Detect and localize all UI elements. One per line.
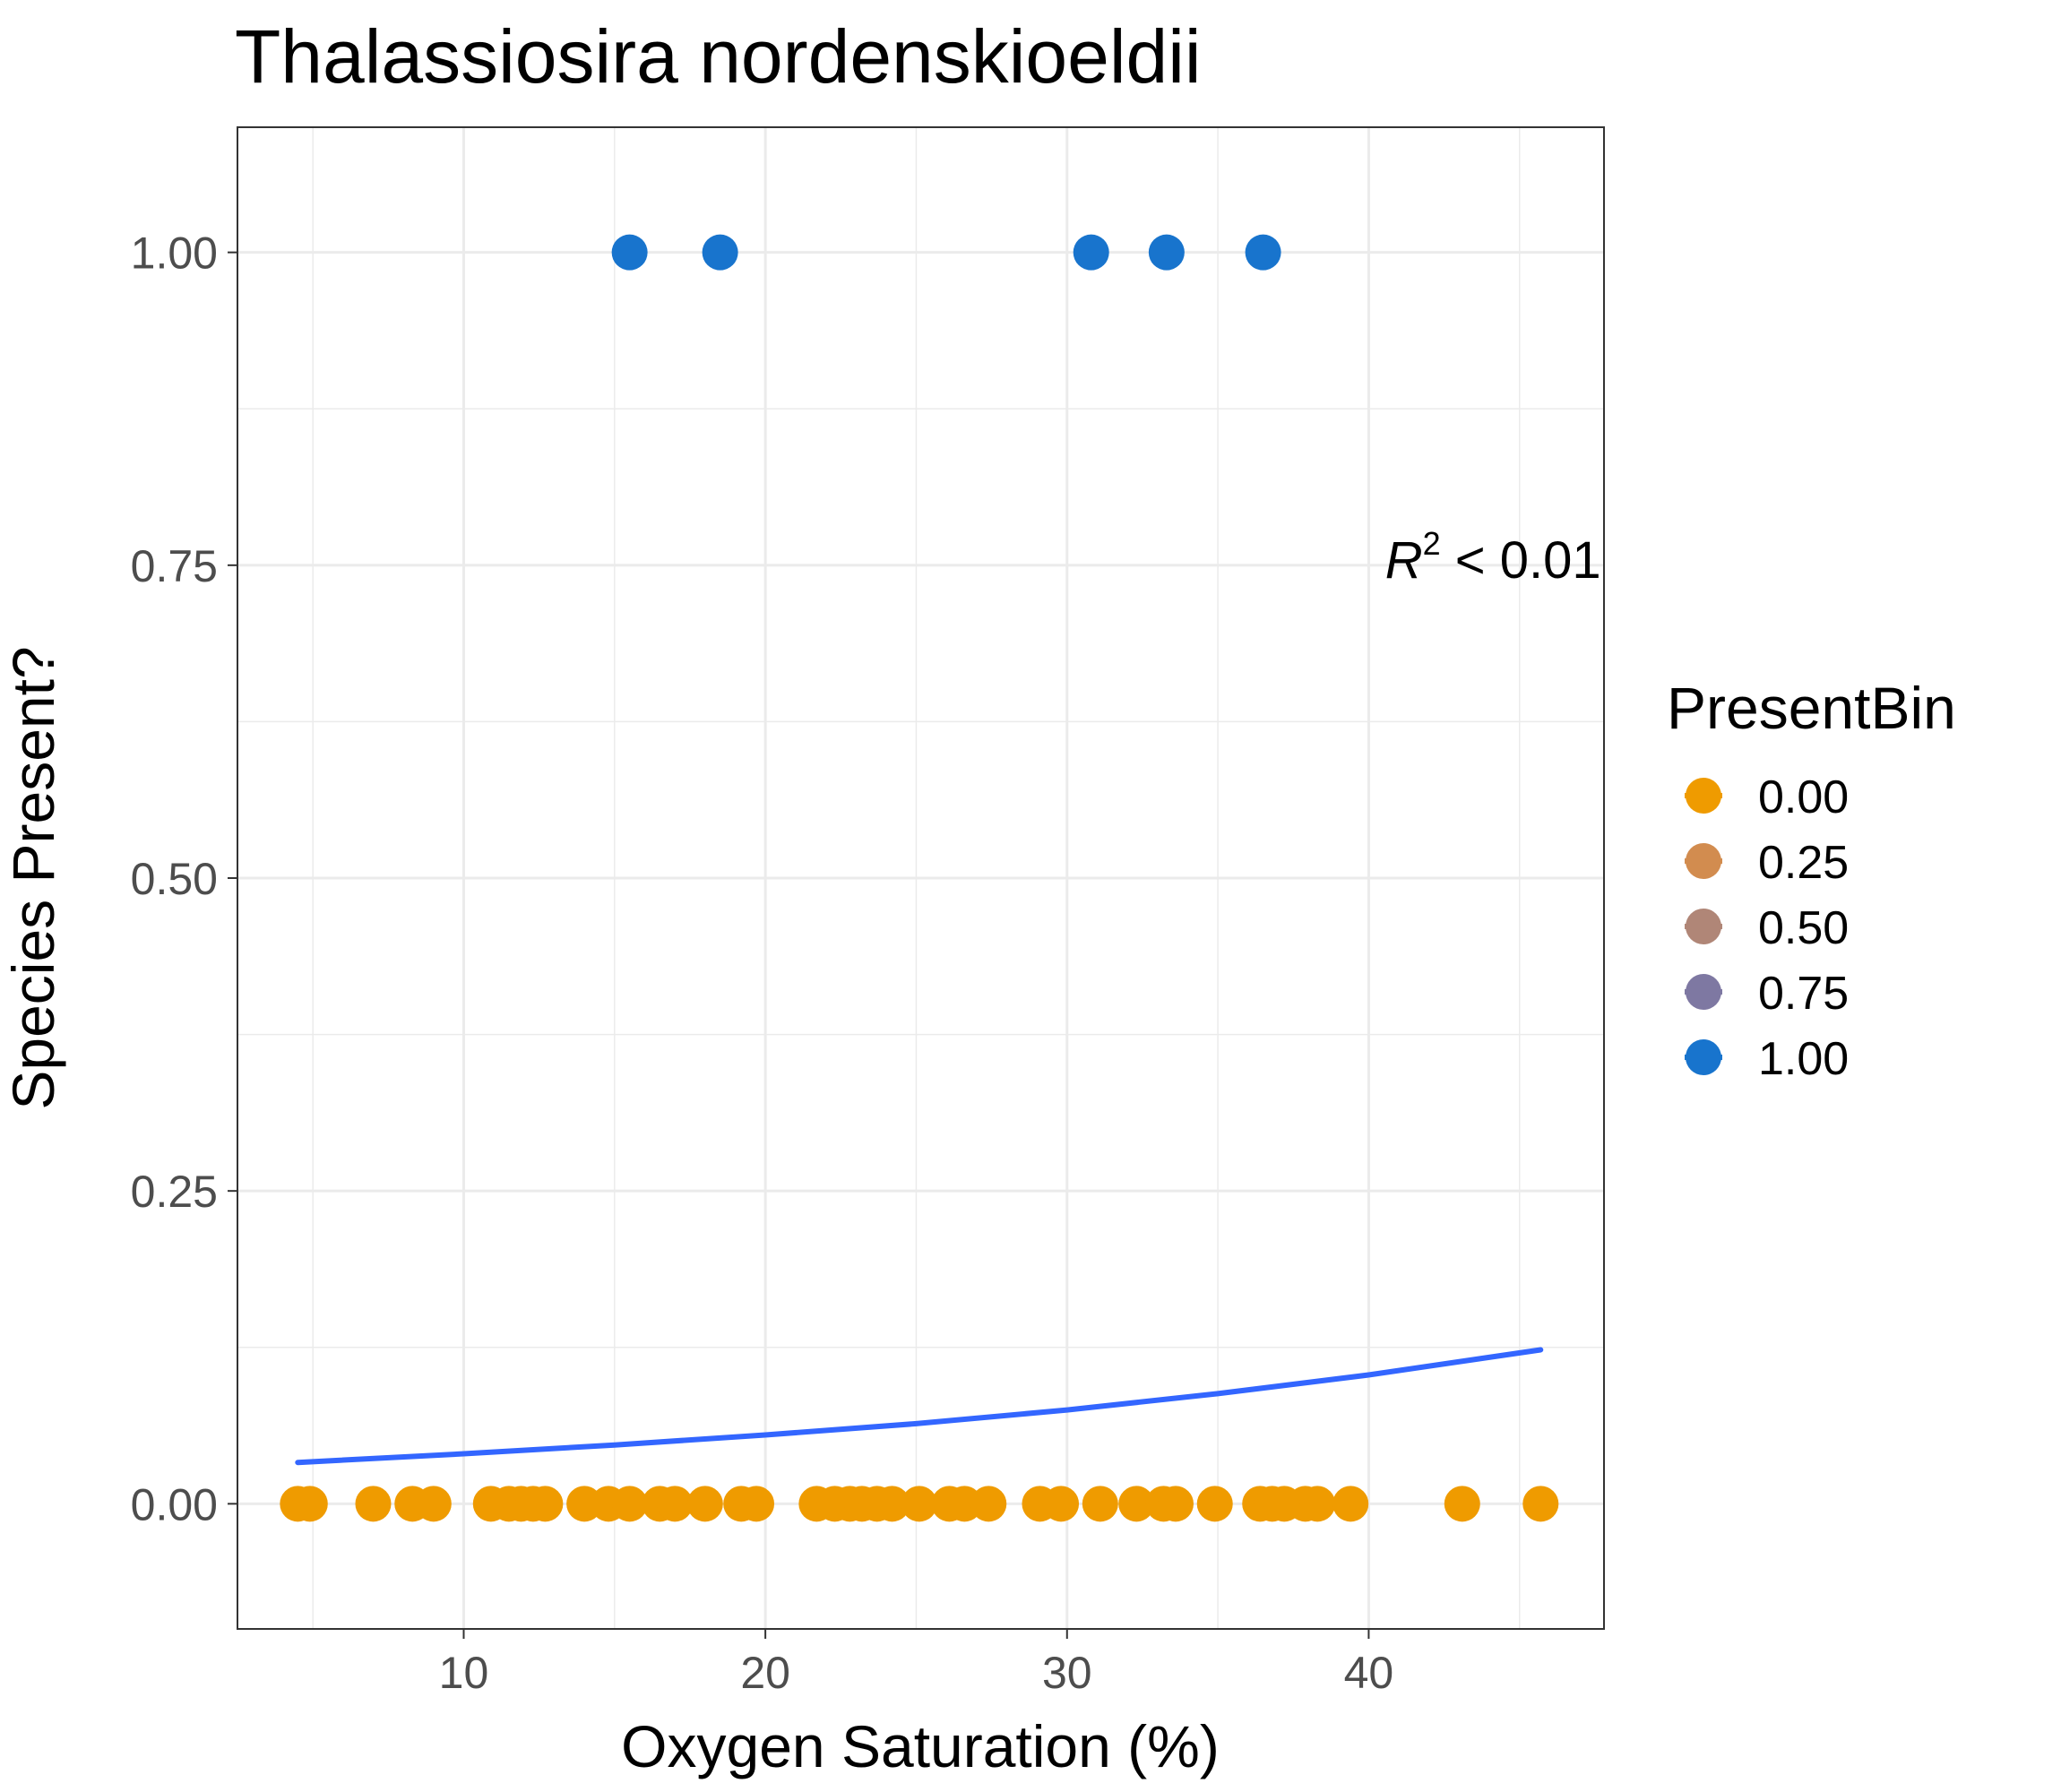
legend: PresentBin 0.00 0.25 0.50 0.75 1.00 bbox=[1667, 675, 1956, 1085]
x-tick-label: 40 bbox=[1344, 1648, 1394, 1698]
data-point-1.00 bbox=[1245, 234, 1281, 271]
x-tick-label: 10 bbox=[439, 1648, 489, 1698]
legend-label: 0.25 bbox=[1758, 837, 1849, 889]
legend-key-dot bbox=[1686, 909, 1721, 944]
fit-layer bbox=[295, 1347, 1544, 1466]
legend-label: 0.00 bbox=[1758, 771, 1849, 823]
data-point-0.00 bbox=[901, 1486, 937, 1522]
logistic-fit-line bbox=[295, 1347, 1544, 1466]
data-point-0.00 bbox=[874, 1486, 910, 1522]
y-tick-label: 0.75 bbox=[131, 541, 218, 591]
y-tick-label: 1.00 bbox=[131, 228, 218, 279]
legend-key-dot bbox=[1686, 974, 1721, 1010]
r-squared-superscript: 2 bbox=[1423, 525, 1441, 562]
data-point-1.00 bbox=[702, 234, 738, 271]
points-layer bbox=[280, 234, 1559, 1522]
data-point-0.00 bbox=[1082, 1486, 1118, 1522]
data-point-0.00 bbox=[527, 1486, 564, 1522]
data-point-0.00 bbox=[970, 1486, 1007, 1522]
data-point-1.00 bbox=[1148, 234, 1185, 271]
data-point-0.00 bbox=[1118, 1486, 1155, 1522]
legend-label: 1.00 bbox=[1758, 1033, 1849, 1085]
data-point-0.00 bbox=[1522, 1486, 1559, 1522]
data-point-0.00 bbox=[657, 1486, 694, 1522]
r-squared-symbol: R bbox=[1385, 531, 1423, 590]
data-point-0.00 bbox=[611, 1486, 648, 1522]
y-tick-label: 0.50 bbox=[131, 854, 218, 904]
data-point-0.00 bbox=[738, 1486, 775, 1522]
legend-label: 0.50 bbox=[1758, 902, 1849, 954]
x-tick-label: 20 bbox=[740, 1648, 790, 1698]
grid-layer bbox=[237, 127, 1604, 1629]
legend-title: PresentBin bbox=[1667, 675, 1956, 741]
r-squared-value: < 0.01 bbox=[1441, 531, 1601, 590]
y-tick-label: 0.00 bbox=[131, 1479, 218, 1529]
legend-key-dot bbox=[1686, 778, 1721, 814]
data-point-0.00 bbox=[415, 1486, 452, 1522]
legend-key-dot bbox=[1686, 1039, 1721, 1075]
data-point-1.00 bbox=[1073, 234, 1109, 271]
legend-key-dot bbox=[1686, 843, 1721, 879]
data-point-1.00 bbox=[611, 234, 648, 271]
y-axis-title: Species Present? bbox=[0, 646, 66, 1109]
axis-layer: 10 20 30 40 0.00 0.25 0.50 0.75 1.00 bbox=[131, 228, 1394, 1698]
data-point-0.00 bbox=[1299, 1486, 1336, 1522]
data-point-0.00 bbox=[1043, 1486, 1080, 1522]
x-tick-label: 30 bbox=[1042, 1648, 1092, 1698]
data-point-0.00 bbox=[291, 1486, 328, 1522]
y-tick-label: 0.25 bbox=[131, 1167, 218, 1217]
data-point-0.00 bbox=[1196, 1486, 1233, 1522]
chart-title: Thalassiosira nordenskioeldii bbox=[235, 14, 1202, 99]
data-point-0.00 bbox=[1332, 1486, 1369, 1522]
data-point-0.00 bbox=[686, 1486, 723, 1522]
data-point-0.00 bbox=[355, 1486, 392, 1522]
r-squared-annotation: R2 < 0.01 bbox=[1385, 525, 1601, 590]
data-point-0.00 bbox=[1444, 1486, 1480, 1522]
x-axis-title: Oxygen Saturation (%) bbox=[621, 1713, 1220, 1779]
legend-entries: 0.00 0.25 0.50 0.75 1.00 bbox=[1685, 771, 1849, 1085]
legend-label: 0.75 bbox=[1758, 968, 1849, 1020]
data-point-0.00 bbox=[1157, 1486, 1194, 1522]
